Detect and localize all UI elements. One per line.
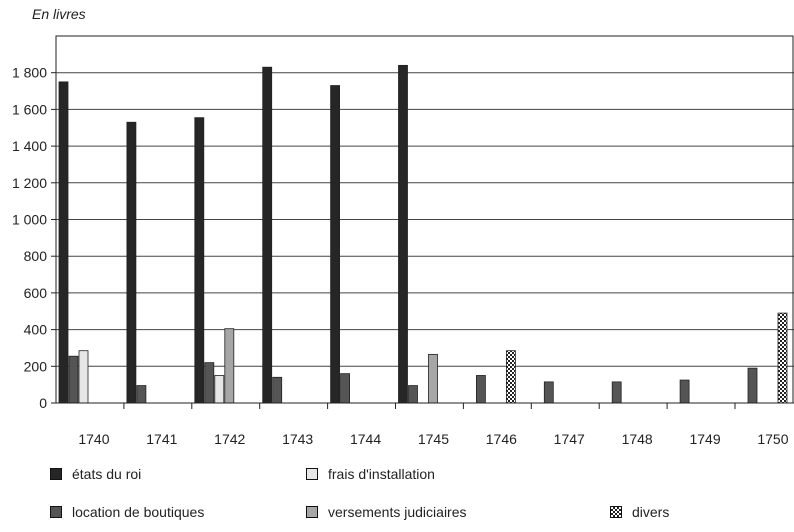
y-tick-label: 200 (24, 358, 48, 374)
bar (679, 379, 690, 404)
x-tick-label: 1740 (78, 431, 109, 447)
y-tick-label: 1 800 (12, 65, 47, 81)
y-tick-label: 400 (24, 322, 48, 338)
bar (747, 367, 758, 404)
bar (58, 81, 69, 404)
legend-item: location de boutiques (50, 504, 204, 520)
bar (408, 385, 418, 404)
bar (505, 350, 516, 404)
legend-label: versements judiciaires (328, 504, 467, 520)
legend-item: frais d'installation (306, 466, 435, 482)
x-tick-label: 1750 (757, 431, 788, 447)
bar (214, 375, 225, 404)
legend-item: divers (610, 504, 669, 520)
x-tick-label: 1742 (214, 431, 245, 447)
bar (68, 355, 79, 404)
y-unit-label: En livres (32, 6, 86, 22)
x-tick-label: 1746 (486, 431, 517, 447)
x-axis-ticks: 1740 1741 1742 1743 1744 1745 1746 1747 1748 1749… (78, 403, 789, 447)
bar (272, 376, 283, 404)
legend-swatch (50, 506, 62, 518)
y-tick-label: 1 400 (12, 138, 47, 154)
legend-item: états du roi (50, 466, 141, 482)
gridlines (56, 72, 794, 404)
bar (475, 375, 486, 404)
legend-item: versements judiciaires (306, 504, 467, 520)
legend-swatch (306, 506, 318, 518)
legend-label: frais d'installation (328, 466, 435, 482)
bar (330, 85, 341, 404)
y-tick-label: 0 (39, 395, 47, 411)
bar (224, 328, 235, 404)
x-tick-label: 1741 (146, 431, 177, 447)
x-tick-label: 1747 (554, 431, 585, 447)
y-tick-label: 1 000 (12, 212, 47, 228)
bar (777, 312, 788, 404)
bar (78, 350, 89, 404)
bar (428, 353, 438, 404)
bars (58, 64, 788, 404)
legend-label: états du roi (72, 466, 142, 482)
bar (543, 381, 554, 404)
y-tick-label: 1 200 (12, 175, 47, 191)
y-tick-label: 1 600 (12, 101, 47, 117)
x-tick-label: 1744 (350, 431, 381, 447)
bar (398, 64, 408, 404)
plot-frame (55, 35, 794, 404)
bar (204, 362, 215, 404)
bar (136, 385, 147, 404)
y-tick-label: 600 (24, 285, 48, 301)
y-axis-ticks: 0 200 400 600 800 1 000 1 200 1 400 1 600 1 800 (12, 65, 56, 411)
y-tick-label: 800 (24, 248, 48, 264)
x-tick-label: 1745 (418, 431, 449, 447)
bar (262, 66, 273, 404)
x-tick-label: 1743 (282, 431, 313, 447)
bar (194, 117, 205, 404)
x-tick-label: 1748 (622, 431, 653, 447)
legend-swatch (306, 468, 318, 480)
legend-swatch (50, 468, 62, 480)
legend-label: location de boutiques (72, 504, 205, 520)
bar (126, 121, 137, 404)
legend-swatch (610, 506, 622, 518)
bar (340, 373, 351, 404)
legend-label: divers (632, 504, 670, 520)
bar (611, 381, 622, 404)
x-tick-label: 1749 (689, 431, 720, 447)
